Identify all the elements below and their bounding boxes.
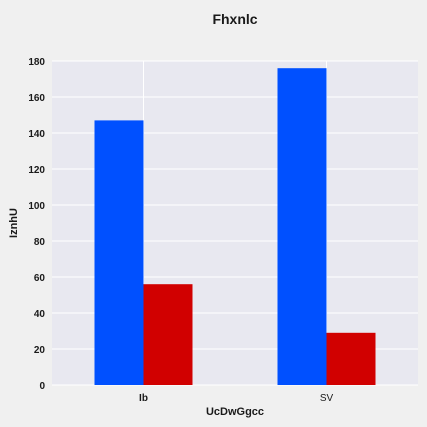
y-tick-label: 20 bbox=[34, 345, 46, 356]
y-tick-label: 60 bbox=[34, 273, 46, 284]
y-tick-label: 40 bbox=[34, 309, 46, 320]
bar-ib-series-2 bbox=[143, 284, 193, 385]
y-axis-ticks: 0 20 40 60 80 100 120 140 160 180 bbox=[28, 57, 45, 392]
y-axis-label: IznhU bbox=[8, 208, 20, 238]
y-tick-label: 140 bbox=[28, 129, 45, 140]
bar-sv-series-2 bbox=[326, 332, 376, 385]
y-tick-label: 180 bbox=[28, 57, 45, 68]
bar-sv-series-1 bbox=[277, 68, 327, 385]
x-axis-label: UcDwGgcc bbox=[206, 406, 264, 418]
x-tick-label: Ib bbox=[139, 393, 148, 404]
bars bbox=[94, 68, 376, 386]
chart-title: Fhxnlc bbox=[212, 11, 257, 27]
x-axis-ticks: Ib SV bbox=[139, 393, 333, 404]
x-tick-label: SV bbox=[320, 393, 334, 404]
y-tick-label: 100 bbox=[28, 201, 45, 212]
y-tick-label: 160 bbox=[28, 93, 45, 104]
y-tick-label: 80 bbox=[34, 237, 46, 248]
y-tick-label: 0 bbox=[39, 381, 45, 392]
bar-ib-series-1 bbox=[94, 120, 144, 386]
y-tick-label: 120 bbox=[28, 165, 45, 176]
